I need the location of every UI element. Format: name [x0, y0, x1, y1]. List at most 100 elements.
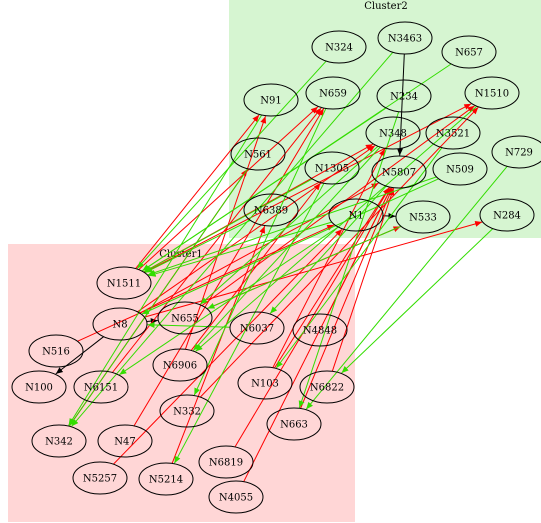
edge-n47-to-n659 [133, 108, 325, 427]
node-ellipse [28, 334, 84, 368]
node-n332[interactable]: N332 [159, 394, 215, 428]
node-n659[interactable]: N659 [305, 76, 361, 110]
node-n284[interactable]: N284 [479, 198, 535, 232]
node-label: N6151 [84, 383, 118, 394]
node-ellipse [73, 370, 129, 404]
edge-n103-to-n5807 [274, 187, 390, 369]
node-n6389[interactable]: N6389 [243, 193, 299, 227]
node-n6822[interactable]: N6822 [299, 370, 355, 404]
node-n1511[interactable]: N1511 [96, 266, 152, 300]
node-ellipse [229, 311, 285, 345]
edge-n509-to-n1511 [147, 176, 437, 276]
node-n6037[interactable]: N6037 [229, 311, 285, 345]
node-n561[interactable]: N561 [230, 137, 286, 171]
edge-n5257-to-n1 [113, 228, 343, 465]
edge-n655-to-n1510 [201, 105, 475, 307]
node-label: N6389 [254, 206, 288, 217]
edge-n348-to-n655 [200, 145, 379, 305]
node-label: N1510 [475, 89, 509, 100]
node-label: N655 [171, 314, 199, 325]
node-n3463[interactable]: N3463 [377, 21, 433, 55]
node-ellipse [157, 301, 213, 335]
edges-layer [55, 51, 508, 482]
edge-n234-to-n663 [298, 111, 400, 408]
node-label: N729 [505, 148, 533, 159]
node-label: N284 [493, 211, 521, 222]
node-n509[interactable]: N509 [432, 152, 488, 186]
node-n516[interactable]: N516 [28, 334, 84, 368]
node-label: N1511 [107, 279, 141, 290]
node-n655[interactable]: N655 [157, 301, 213, 335]
node-n6906[interactable]: N6906 [152, 348, 208, 382]
node-ellipse [152, 348, 208, 382]
node-n234[interactable]: N234 [376, 79, 432, 113]
edge-n6389-to-n1511 [144, 219, 251, 273]
edge-n8-to-n100 [55, 336, 104, 375]
node-ellipse [491, 135, 541, 169]
edge-n509-to-n8 [141, 178, 439, 315]
node-n5257[interactable]: N5257 [72, 461, 128, 495]
edge-n1510-to-n6906 [195, 105, 478, 352]
node-n657[interactable]: N657 [441, 35, 497, 69]
node-label: N657 [455, 48, 483, 59]
node-ellipse [72, 461, 128, 495]
node-ellipse [371, 155, 427, 189]
node-n100[interactable]: N100 [11, 370, 67, 404]
edge-n1305-to-n5214 [173, 183, 325, 464]
node-label: N3521 [436, 129, 470, 140]
node-label: N6819 [209, 458, 243, 469]
node-n91[interactable]: N91 [243, 83, 299, 117]
edge-n1511-to-n659 [138, 106, 319, 270]
node-label: N5257 [83, 474, 117, 485]
node-label: N91 [260, 96, 281, 107]
node-n1510[interactable]: N1510 [464, 76, 520, 110]
node-ellipse [237, 366, 293, 400]
node-ellipse [395, 200, 451, 234]
node-n1[interactable]: N1 [328, 198, 384, 232]
node-n533[interactable]: N533 [395, 200, 451, 234]
node-n6819[interactable]: N6819 [198, 445, 254, 479]
edge-n284-to-n6822 [341, 228, 494, 374]
node-ellipse [92, 307, 148, 341]
node-ellipse [11, 370, 67, 404]
node-n663[interactable]: N663 [266, 407, 322, 441]
node-n1305[interactable]: N1305 [304, 151, 360, 185]
node-label: N8 [112, 320, 127, 331]
node-ellipse [305, 76, 361, 110]
edge-n1305-to-n1511 [143, 178, 313, 273]
edge-n3463-to-n5807 [397, 53, 405, 156]
node-label: N663 [280, 420, 308, 431]
node-ellipse [159, 394, 215, 428]
node-ellipse [138, 462, 194, 496]
edge-n91-to-n342 [68, 114, 263, 426]
node-n103[interactable]: N103 [237, 366, 293, 400]
node-n5807[interactable]: N5807 [371, 155, 427, 189]
node-label: N659 [319, 89, 347, 100]
edge-n324-to-n1511 [136, 60, 327, 269]
node-n342[interactable]: N342 [31, 424, 87, 458]
node-n348[interactable]: N348 [365, 116, 421, 150]
node-n4848[interactable]: N4848 [292, 313, 348, 347]
node-label: N348 [379, 129, 407, 140]
node-n324[interactable]: N324 [311, 30, 367, 64]
node-n4055[interactable]: N4055 [208, 480, 264, 514]
node-n8[interactable]: N8 [92, 307, 148, 341]
nodes-layer: N324 N3463 N657 N91 N659 N234 N1510 N348 N3521 N5… [11, 21, 541, 514]
node-ellipse [377, 21, 433, 55]
node-label: N342 [45, 437, 73, 448]
edge-n8-to-n348 [137, 145, 376, 313]
edge-n5214-to-n6389 [171, 225, 266, 464]
edge-n1511-to-n91 [135, 114, 260, 269]
node-n729[interactable]: N729 [491, 135, 541, 169]
node-ellipse [198, 445, 254, 479]
node-ellipse [292, 313, 348, 347]
node-n3521[interactable]: N3521 [425, 116, 481, 150]
node-ellipse [299, 370, 355, 404]
node-ellipse [230, 137, 286, 171]
node-label: N509 [446, 165, 474, 176]
node-n6151[interactable]: N6151 [73, 370, 129, 404]
node-ellipse [97, 424, 153, 458]
node-n47[interactable]: N47 [97, 424, 153, 458]
edge-n5807-to-n6037 [269, 185, 387, 314]
node-n5214[interactable]: N5214 [138, 462, 194, 496]
